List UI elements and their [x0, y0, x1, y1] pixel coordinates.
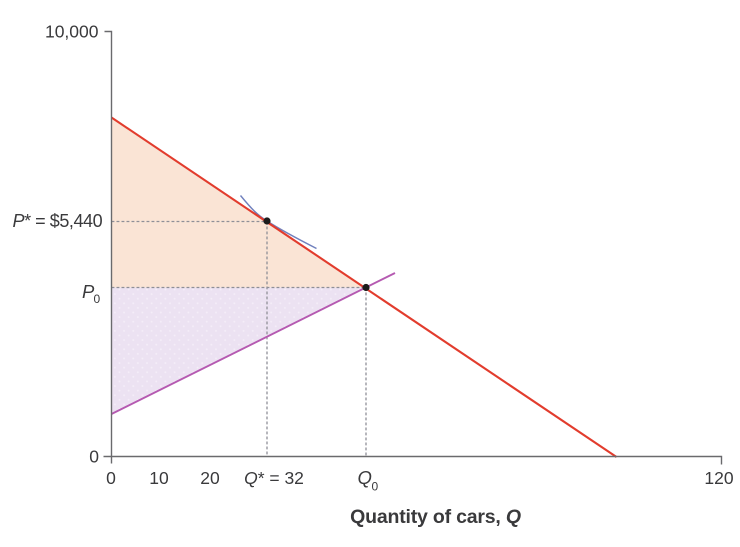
svg-text:0: 0 — [89, 447, 99, 467]
svg-text:0: 0 — [372, 480, 379, 494]
svg-text:P: P — [82, 281, 95, 302]
svg-text:Q: Q — [358, 467, 372, 488]
svg-text:P* = $5,440: P* = $5,440 — [13, 211, 103, 231]
svg-text:10,000: 10,000 — [45, 22, 99, 42]
svg-text:120: 120 — [704, 468, 733, 488]
svg-text:Q* = 32: Q* = 32 — [244, 468, 304, 488]
svg-text:0: 0 — [94, 292, 101, 306]
svg-text:Quantity of cars, Q: Quantity of cars, Q — [350, 506, 521, 528]
svg-text:10: 10 — [149, 468, 169, 488]
svg-text:0: 0 — [106, 468, 116, 488]
svg-text:20: 20 — [200, 468, 220, 488]
